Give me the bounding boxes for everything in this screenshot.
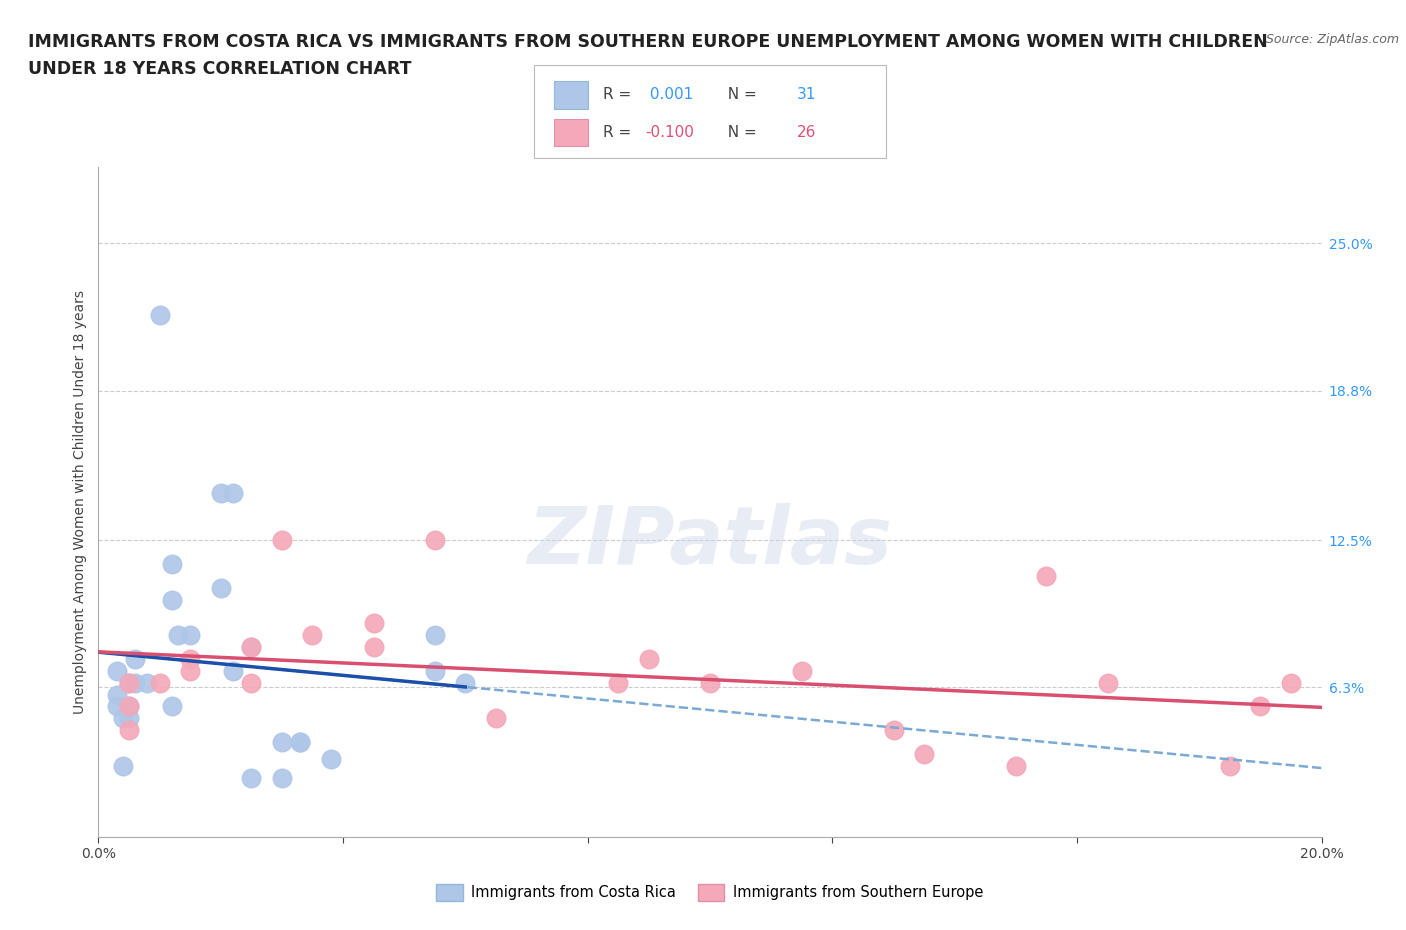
Point (1035, 568, 1057, 583)
Point (699, 675, 721, 690)
Point (1249, 699, 1271, 714)
Text: N =: N = (718, 125, 762, 140)
Text: R =: R = (603, 125, 637, 140)
Point (118, 699, 141, 714)
Text: IMMIGRANTS FROM COSTA RICA VS IMMIGRANTS FROM SOUTHERN EUROPE UNEMPLOYMENT AMONG: IMMIGRANTS FROM COSTA RICA VS IMMIGRANTS… (28, 33, 1268, 50)
Point (179, 663, 201, 678)
Point (790, 663, 813, 678)
Point (883, 723, 905, 737)
Point (124, 652, 146, 667)
Text: Source: ZipAtlas.com: Source: ZipAtlas.com (1265, 33, 1399, 46)
Point (290, 735, 312, 750)
Y-axis label: Unemployment Among Women with Children Under 18 years: Unemployment Among Women with Children U… (73, 290, 87, 714)
Point (118, 711, 141, 725)
Text: R =: R = (603, 87, 637, 102)
Legend: Immigrants from Costa Rica, Immigrants from Southern Europe: Immigrants from Costa Rica, Immigrants f… (430, 878, 990, 907)
Point (118, 675, 141, 690)
Point (240, 675, 263, 690)
Point (149, 307, 172, 322)
Point (270, 533, 292, 548)
Point (179, 628, 201, 643)
Point (1097, 675, 1119, 690)
Text: 26: 26 (797, 125, 817, 140)
Point (124, 675, 146, 690)
Point (222, 663, 245, 678)
Point (1219, 758, 1241, 773)
Point (363, 640, 385, 655)
Point (167, 628, 190, 643)
Point (637, 652, 661, 667)
Text: 31: 31 (797, 87, 817, 102)
Point (485, 711, 508, 725)
Point (136, 675, 159, 690)
Point (160, 592, 183, 607)
Point (290, 735, 312, 750)
Point (240, 640, 263, 655)
Text: -0.100: -0.100 (645, 125, 695, 140)
Point (423, 663, 446, 678)
Point (160, 699, 183, 714)
Point (607, 675, 630, 690)
Point (423, 533, 446, 548)
Point (240, 770, 263, 785)
Point (118, 723, 141, 737)
Point (270, 735, 292, 750)
Text: 0.001: 0.001 (645, 87, 693, 102)
Point (363, 616, 385, 631)
Point (270, 770, 292, 785)
Point (105, 687, 128, 702)
Text: UNDER 18 YEARS CORRELATION CHART: UNDER 18 YEARS CORRELATION CHART (28, 60, 412, 78)
Text: ZIPatlas: ZIPatlas (527, 503, 893, 581)
Point (149, 675, 172, 690)
Point (301, 628, 323, 643)
Point (454, 675, 477, 690)
Point (319, 751, 342, 766)
Point (111, 711, 134, 725)
Text: N =: N = (718, 87, 762, 102)
Point (179, 652, 201, 667)
Point (160, 556, 183, 571)
Point (209, 580, 232, 595)
Point (111, 758, 134, 773)
Point (222, 485, 245, 500)
Point (118, 675, 141, 690)
Point (423, 628, 446, 643)
Point (105, 663, 128, 678)
Point (118, 699, 141, 714)
Point (240, 640, 263, 655)
Point (1279, 675, 1302, 690)
Point (912, 747, 935, 762)
Point (105, 699, 128, 714)
Point (1004, 758, 1026, 773)
Point (209, 485, 232, 500)
